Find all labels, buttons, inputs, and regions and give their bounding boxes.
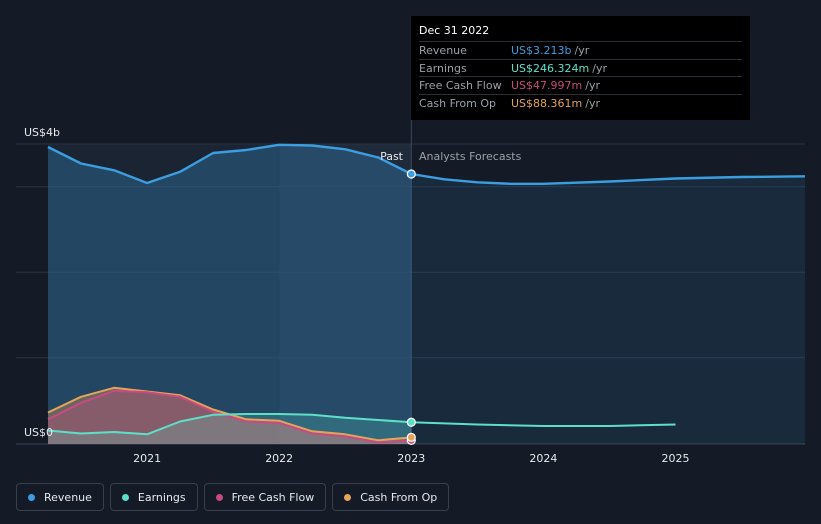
- tooltip-label: Free Cash Flow: [419, 79, 502, 92]
- earnings-marker: [406, 417, 416, 427]
- forecast-label: Analysts Forecasts: [419, 150, 522, 163]
- tooltip-date: Dec 31 2022: [419, 24, 490, 37]
- tooltip-row-revenue: Revenue US$3.213b/yr: [419, 41, 742, 59]
- legend-item-revenue[interactable]: Revenue: [16, 483, 104, 511]
- tooltip-label: Revenue: [419, 44, 467, 57]
- legend-label: Free Cash Flow: [231, 490, 315, 504]
- x-tick-label: 2025: [662, 452, 690, 465]
- revenue-forecast-line: [411, 172, 806, 185]
- revenue-area: [48, 144, 412, 445]
- free-cash-flow-line: [47, 389, 412, 444]
- legend-dot-icon: [215, 493, 223, 501]
- revenue-marker: [406, 169, 416, 179]
- legend-dot-icon: [121, 493, 129, 501]
- chart-legend: Revenue Earnings Free Cash Flow Cash Fro…: [16, 483, 450, 511]
- tooltip-value: US$47.997m/yr: [511, 79, 600, 92]
- tooltip-row-free-cash-flow: Free Cash Flow US$47.997m/yr: [419, 76, 742, 94]
- legend-item-free-cash-flow[interactable]: Free Cash Flow: [203, 483, 327, 511]
- legend-label: Revenue: [44, 490, 92, 504]
- legend-item-cash-from-op[interactable]: Cash From Op: [332, 483, 450, 511]
- data-tooltip: Dec 31 2022 Revenue US$3.213b/yr Earning…: [411, 16, 750, 120]
- cash-from-op-marker: [406, 432, 416, 442]
- tooltip-value: US$3.213b/yr: [511, 44, 590, 57]
- tooltip-value: US$88.361m/yr: [511, 96, 600, 110]
- legend-dot-icon: [344, 493, 352, 501]
- x-tick-label: 2022: [265, 452, 293, 465]
- legend-dot-icon: [28, 493, 35, 501]
- earnings-forecast-line: [411, 421, 676, 427]
- legend-item-earnings[interactable]: Earnings: [109, 483, 198, 511]
- tooltip-row-cash-from-op: Cash From Op US$88.361m/yr: [419, 93, 742, 112]
- earnings-line: [47, 413, 412, 436]
- legend-label: Earnings: [137, 490, 186, 504]
- x-tick-label: 2021: [133, 452, 161, 465]
- x-tick-label: 2023: [397, 452, 425, 465]
- tooltip-label: Earnings: [419, 61, 467, 75]
- tooltip-row-earnings: Earnings US$246.324m/yr: [419, 58, 742, 77]
- revenue-line: [47, 143, 412, 185]
- y-axis-bottom-label: US$0: [24, 426, 53, 439]
- legend-label: Cash From Op: [360, 490, 438, 504]
- tooltip-label: Cash From Op: [419, 96, 497, 110]
- tooltip-value: US$246.324m/yr: [511, 61, 607, 75]
- earnings-area: [48, 414, 412, 444]
- highlight-band: [279, 144, 412, 444]
- revenue-forecast-area: [411, 174, 805, 444]
- past-label: Past: [380, 150, 404, 163]
- y-axis-top-label: US$4b: [24, 126, 60, 139]
- x-tick-label: 2024: [529, 452, 557, 465]
